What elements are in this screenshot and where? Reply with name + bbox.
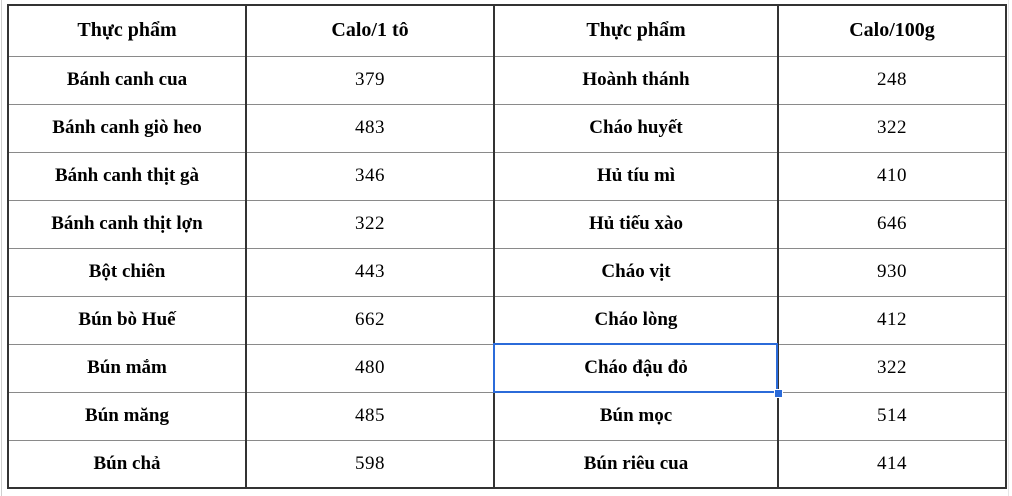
selection-resize-handle[interactable] (774, 388, 783, 398)
food-name-cell[interactable]: Bánh canh cua (7, 55, 246, 104)
table-row: Bún mắm 480 Cháo đậu đỏ 322 (7, 342, 1006, 398)
calorie-value-cell[interactable]: 514 (777, 391, 1006, 440)
table-row: Bánh canh giò heo 483 Cháo huyết 322 (7, 103, 1006, 152)
table-row: Bánh canh thịt gà 346 Hủ tíu mì 410 (7, 151, 1006, 200)
food-name-cell[interactable]: Bánh canh thịt lợn (7, 199, 246, 248)
calorie-value-cell[interactable]: 322 (777, 103, 1006, 152)
selected-cell-text: Cháo đậu đỏ (584, 357, 688, 378)
food-name-cell[interactable]: Bún chả (7, 439, 246, 488)
page-edge-right (1008, 0, 1009, 496)
page-edge-left (1, 0, 2, 496)
table-row: Bánh canh thịt lợn 322 Hủ tiếu xào 646 (7, 199, 1006, 248)
calorie-value-cell[interactable]: 485 (245, 391, 494, 440)
food-name-cell[interactable]: Bún mọc (493, 391, 778, 440)
calorie-value-cell[interactable]: 598 (245, 439, 494, 488)
table-row: Bún măng 485 Bún mọc 514 (7, 391, 1006, 440)
table-row: Bột chiên 443 Cháo vịt 930 (7, 247, 1006, 296)
calorie-value-cell[interactable]: 443 (245, 247, 494, 296)
food-name-cell[interactable]: Hoành thánh (493, 55, 778, 104)
calorie-value-cell[interactable]: 322 (245, 199, 494, 248)
table-row: Bún bò Huế 662 Cháo lòng 412 (7, 295, 1006, 344)
header-calo-per-100g[interactable]: Calo/100g (777, 5, 1006, 56)
table-row: Bún chả 598 Bún riêu cua 414 (7, 439, 1006, 488)
calorie-value-cell[interactable]: 483 (245, 103, 494, 152)
calorie-value-cell[interactable]: 410 (777, 151, 1006, 200)
calorie-value-cell[interactable]: 322 (777, 343, 1006, 392)
calorie-value-cell[interactable]: 662 (245, 295, 494, 344)
food-name-cell[interactable]: Bún riêu cua (493, 439, 778, 488)
food-name-cell[interactable]: Hủ tiếu xào (493, 199, 778, 248)
calorie-value-cell[interactable]: 412 (777, 295, 1006, 344)
selected-cell[interactable]: Cháo đậu đỏ (493, 342, 783, 398)
calorie-value-cell[interactable]: 248 (777, 55, 1006, 104)
food-name-cell[interactable]: Bún bò Huế (7, 295, 246, 344)
food-name-cell[interactable]: Bột chiên (7, 247, 246, 296)
food-name-cell[interactable]: Bánh canh thịt gà (7, 151, 246, 200)
calorie-table: Thực phẩm Calo/1 tô Thực phẩm Calo/100g … (7, 4, 1007, 489)
calorie-value-cell[interactable]: 414 (777, 439, 1006, 488)
food-name-cell[interactable]: Bún mắm (7, 343, 246, 392)
header-row: Thực phẩm Calo/1 tô Thực phẩm Calo/100g (7, 5, 1006, 56)
food-name-cell[interactable]: Bánh canh giò heo (7, 103, 246, 152)
food-name-cell[interactable]: Cháo lòng (493, 295, 778, 344)
calorie-value-cell[interactable]: 646 (777, 199, 1006, 248)
calorie-value-cell[interactable]: 346 (245, 151, 494, 200)
food-name-cell[interactable]: Cháo huyết (493, 103, 778, 152)
header-food-right[interactable]: Thực phẩm (493, 5, 778, 56)
food-name-cell[interactable]: Cháo vịt (493, 247, 778, 296)
food-name-cell[interactable]: Hủ tíu mì (493, 151, 778, 200)
header-food-left[interactable]: Thực phẩm (7, 5, 246, 56)
calorie-value-cell[interactable]: 480 (245, 343, 494, 392)
food-name-cell[interactable]: Bún măng (7, 391, 246, 440)
calorie-value-cell[interactable]: 930 (777, 247, 1006, 296)
header-calo-per-bowl[interactable]: Calo/1 tô (245, 5, 494, 56)
calorie-value-cell[interactable]: 379 (245, 55, 494, 104)
table-row: Bánh canh cua 379 Hoành thánh 248 (7, 55, 1006, 104)
